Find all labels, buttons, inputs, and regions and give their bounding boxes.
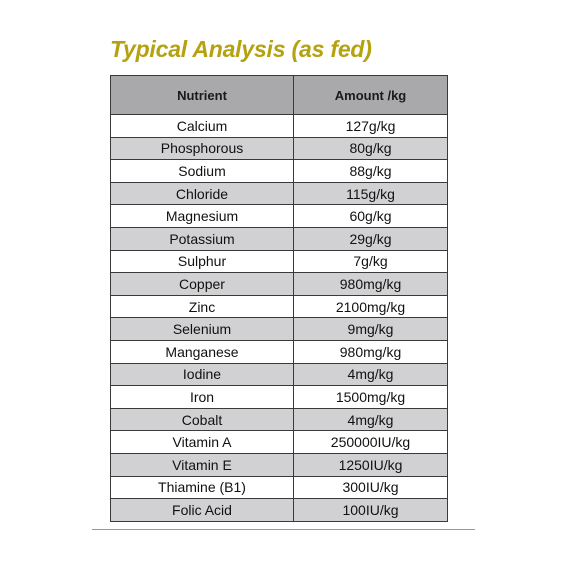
amount-cell: 115g/kg: [293, 181, 448, 206]
nutrient-cell: Calcium: [110, 114, 294, 138]
footer-divider: [92, 529, 475, 530]
table-row: Chloride 115g/kg: [110, 181, 448, 206]
table-row: Magnesium 60g/kg: [110, 204, 448, 228]
nutrient-cell: Sulphur: [110, 249, 294, 274]
table-row: Selenium 9mg/kg: [110, 317, 448, 341]
amount-cell: 7g/kg: [293, 249, 448, 274]
nutrient-cell: Vitamin A: [110, 430, 294, 454]
table-row: Vitamin A 250000IU/kg: [110, 430, 448, 454]
nutrient-cell: Potassium: [110, 226, 294, 251]
amount-cell: 4mg/kg: [293, 407, 448, 432]
nutrient-cell: Folic Acid: [110, 498, 294, 522]
nutrient-cell: Copper: [110, 272, 294, 296]
amount-cell: 1500mg/kg: [293, 385, 448, 409]
table-row: Iron 1500mg/kg: [110, 385, 448, 409]
table-row: Thiamine (B1) 300IU/kg: [110, 475, 448, 500]
amount-cell: 100IU/kg: [293, 498, 448, 522]
amount-cell: 9mg/kg: [293, 317, 448, 341]
amount-cell: 1250IU/kg: [293, 452, 448, 477]
amount-cell: 88g/kg: [293, 159, 448, 183]
amount-cell: 2100mg/kg: [293, 294, 448, 319]
amount-cell: 250000IU/kg: [293, 430, 448, 454]
nutrient-cell: Zinc: [110, 294, 294, 319]
table-row: Sodium 88g/kg: [110, 159, 448, 183]
amount-cell: 980mg/kg: [293, 272, 448, 296]
table-row: Potassium 29g/kg: [110, 226, 448, 251]
amount-cell: 300IU/kg: [293, 475, 448, 500]
nutrient-cell: Manganese: [110, 339, 294, 364]
nutrient-cell: Iron: [110, 385, 294, 409]
analysis-table: Nutrient Amount /kg Calcium 127g/kg Phosp…: [110, 75, 448, 522]
table-row: Zinc 2100mg/kg: [110, 294, 448, 319]
amount-cell: 80g/kg: [293, 136, 448, 161]
table-row: Vitamin E 1250IU/kg: [110, 452, 448, 477]
amount-cell: 60g/kg: [293, 204, 448, 228]
nutrient-cell: Sodium: [110, 159, 294, 183]
table-row: Calcium 127g/kg: [110, 114, 448, 138]
table-header-row: Nutrient Amount /kg: [110, 75, 448, 115]
table-row: Copper 980mg/kg: [110, 272, 448, 296]
table-row: Cobalt 4mg/kg: [110, 407, 448, 432]
nutrient-cell: Magnesium: [110, 204, 294, 228]
table-row: Iodine 4mg/kg: [110, 362, 448, 387]
nutrient-cell: Vitamin E: [110, 452, 294, 477]
page-title: Typical Analysis (as fed): [110, 36, 372, 62]
table-body: Calcium 127g/kg Phosphorous 80g/kg Sodium 8…: [110, 114, 448, 522]
amount-cell: 4mg/kg: [293, 362, 448, 387]
table-row: Folic Acid 100IU/kg: [110, 498, 448, 522]
table-row: Phosphorous 80g/kg: [110, 136, 448, 161]
column-header-nutrient: Nutrient: [110, 75, 294, 115]
nutrient-cell: Cobalt: [110, 407, 294, 432]
amount-cell: 29g/kg: [293, 226, 448, 251]
nutrient-cell: Selenium: [110, 317, 294, 341]
nutrient-cell: Chloride: [110, 181, 294, 206]
table-row: Manganese 980mg/kg: [110, 339, 448, 364]
amount-cell: 980mg/kg: [293, 339, 448, 364]
nutrient-cell: Phosphorous: [110, 136, 294, 161]
nutrient-cell: Thiamine (B1): [110, 475, 294, 500]
amount-cell: 127g/kg: [293, 114, 448, 138]
table-row: Sulphur 7g/kg: [110, 249, 448, 274]
column-header-amount: Amount /kg: [293, 75, 448, 115]
nutrient-cell: Iodine: [110, 362, 294, 387]
